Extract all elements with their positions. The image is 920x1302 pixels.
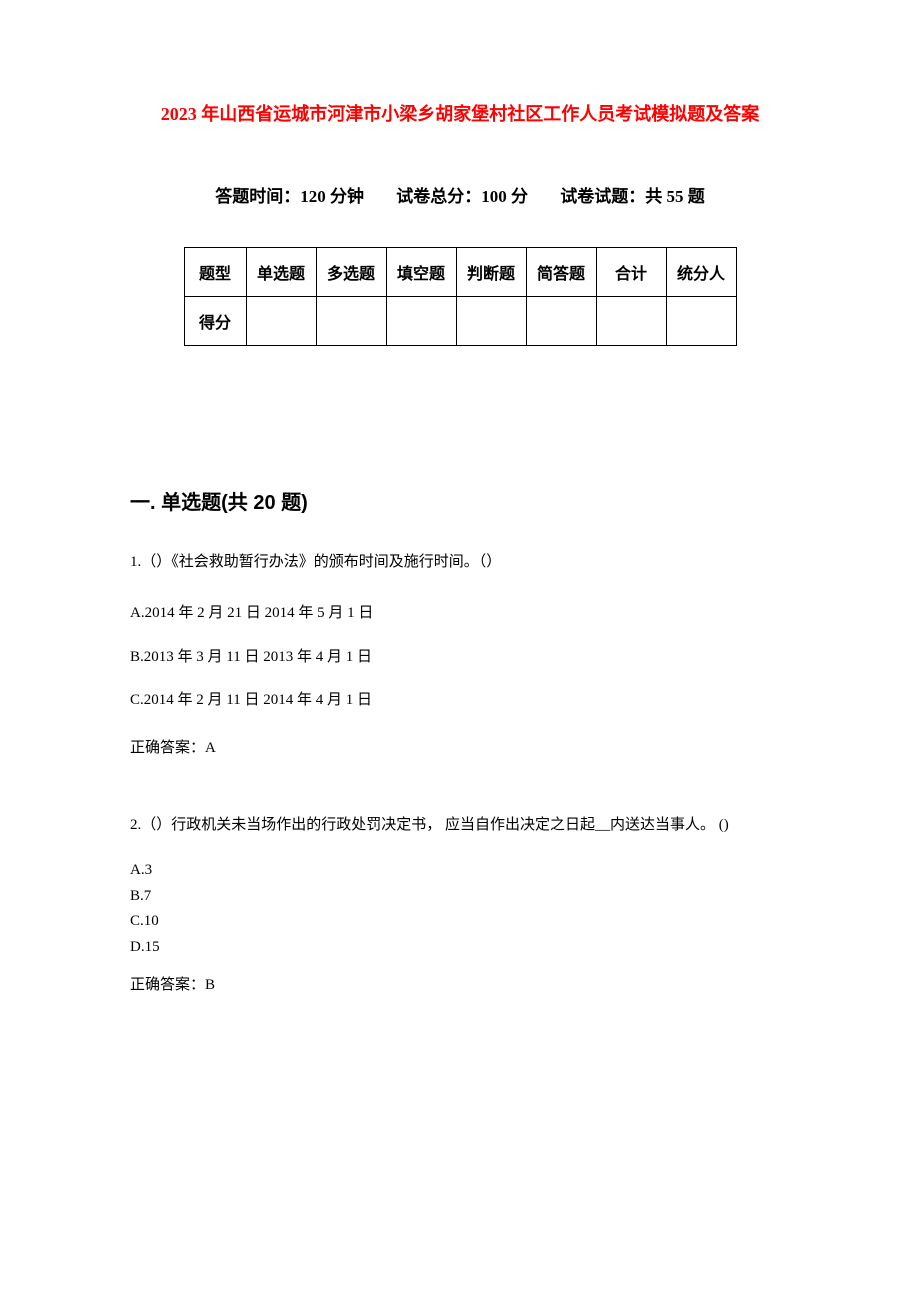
question-count: 试卷试题：共 55 题 [560, 187, 705, 206]
table-score-row: 得分 [184, 297, 736, 346]
document-title: 2023 年山西省运城市河津市小梁乡胡家堡村社区工作人员考试模拟题及答案 [130, 100, 790, 126]
th-fill: 填空题 [386, 248, 456, 297]
question-2: 2.（）行政机关未当场作出的行政处罚决定书， 应当自作出决定之日起__内送达当事… [130, 802, 790, 1006]
table-header-row: 题型 单选题 多选题 填空题 判断题 简答题 合计 统分人 [184, 248, 736, 297]
score-cell [386, 297, 456, 346]
score-cell [666, 297, 736, 346]
exam-info-line: 答题时间：120 分钟 试卷总分：100 分 试卷试题：共 55 题 [130, 182, 790, 207]
score-cell [456, 297, 526, 346]
question-1: 1.（）《社会救助暂行办法》的颁布时间及施行时间。（） A.2014 年 2 月… [130, 543, 790, 768]
question-text: （）行政机关未当场作出的行政处罚决定书， 应当自作出决定之日起__内送达当事人。… [141, 817, 729, 833]
question-text: （）《社会救助暂行办法》的颁布时间及施行时间。（） [141, 554, 501, 570]
score-table: 题型 单选题 多选题 填空题 判断题 简答题 合计 统分人 得分 [184, 247, 737, 346]
score-cell [246, 297, 316, 346]
question-stem: 2.（）行政机关未当场作出的行政处罚决定书， 应当自作出决定之日起__内送达当事… [130, 802, 790, 849]
section-heading-1: 一. 单选题(共 20 题) [130, 486, 790, 515]
th-multi: 多选题 [316, 248, 386, 297]
option-c: C.2014 年 2 月 11 日 2014 年 4 月 1 日 [130, 679, 790, 723]
th-single: 单选题 [246, 248, 316, 297]
option-a: A.2014 年 2 月 21 日 2014 年 5 月 1 日 [130, 592, 790, 636]
answer-label: 正确答案：A [130, 729, 790, 768]
option-b: B.2013 年 3 月 11 日 2013 年 4 月 1 日 [130, 636, 790, 680]
option-d: D.15 [130, 935, 790, 961]
score-cell [316, 297, 386, 346]
th-judge: 判断题 [456, 248, 526, 297]
th-total: 合计 [596, 248, 666, 297]
question-stem: 1.（）《社会救助暂行办法》的颁布时间及施行时间。（） [130, 543, 790, 582]
option-c: C.10 [130, 909, 790, 935]
question-number: 2. [130, 817, 141, 833]
th-scorer: 统分人 [666, 248, 736, 297]
score-cell [526, 297, 596, 346]
time-limit: 答题时间：120 分钟 [215, 187, 364, 206]
answer-label: 正确答案：B [130, 966, 790, 1005]
row-label-score: 得分 [184, 297, 246, 346]
score-cell [596, 297, 666, 346]
th-short: 简答题 [526, 248, 596, 297]
option-b: B.7 [130, 884, 790, 910]
th-type: 题型 [184, 248, 246, 297]
total-score: 试卷总分：100 分 [396, 187, 528, 206]
option-a: A.3 [130, 858, 790, 884]
question-number: 1. [130, 554, 141, 570]
